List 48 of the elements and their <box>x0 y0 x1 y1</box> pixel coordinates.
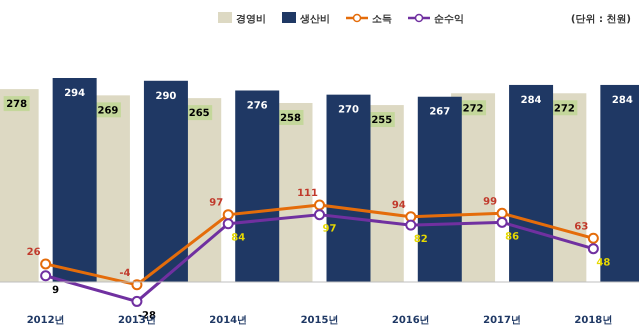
data-label: 111 <box>297 188 318 199</box>
data-label: 94 <box>392 200 406 211</box>
legend-label: 경영비 <box>236 14 266 25</box>
data-label: 26 <box>26 246 41 258</box>
point <box>588 232 599 244</box>
point <box>405 220 416 231</box>
data-label: 258 <box>280 112 301 124</box>
data-label: 265 <box>188 108 210 120</box>
point <box>496 208 508 219</box>
x-tick-label: 2015년 <box>300 315 338 326</box>
data-label: 276 <box>246 100 268 112</box>
point <box>40 270 52 282</box>
data-label: 284 <box>520 94 542 106</box>
point <box>222 209 234 220</box>
point <box>314 209 325 220</box>
point <box>131 279 142 290</box>
data-label: 97 <box>209 198 224 209</box>
data-label: 290 <box>155 90 176 102</box>
data-label: 272 <box>462 103 484 114</box>
point <box>496 216 508 228</box>
legend-label: 소득 <box>372 14 392 25</box>
point <box>314 199 325 210</box>
data-label: 278 <box>6 99 28 110</box>
data-label: 99 <box>483 196 498 208</box>
legend-label: 생산비 <box>299 14 330 25</box>
bar <box>52 78 97 282</box>
point <box>40 258 52 270</box>
data-label: 267 <box>429 106 450 118</box>
bar <box>144 80 188 282</box>
data-label: 272 <box>554 103 575 114</box>
legend-label: 순수익 <box>434 14 464 25</box>
data-label: 255 <box>371 115 392 126</box>
data-label: 270 <box>338 104 359 116</box>
x-tick-label: 2014년 <box>209 315 248 326</box>
data-label: 63 <box>574 221 588 232</box>
data-label: 9 <box>52 284 60 296</box>
data-label: 269 <box>97 105 118 116</box>
point <box>222 218 234 230</box>
point <box>131 296 142 307</box>
data-label: 284 <box>612 94 633 106</box>
x-tick-label: 2012년 <box>26 315 65 326</box>
data-label: -4 <box>119 268 131 279</box>
x-tick-label: 2017년 <box>483 315 521 326</box>
point <box>588 243 599 254</box>
text: (단위 : 천원) <box>570 14 631 25</box>
x-tick-label: 2018년 <box>574 315 612 326</box>
data-label: 294 <box>64 88 86 99</box>
x-tick-label: 2016년 <box>392 315 430 326</box>
